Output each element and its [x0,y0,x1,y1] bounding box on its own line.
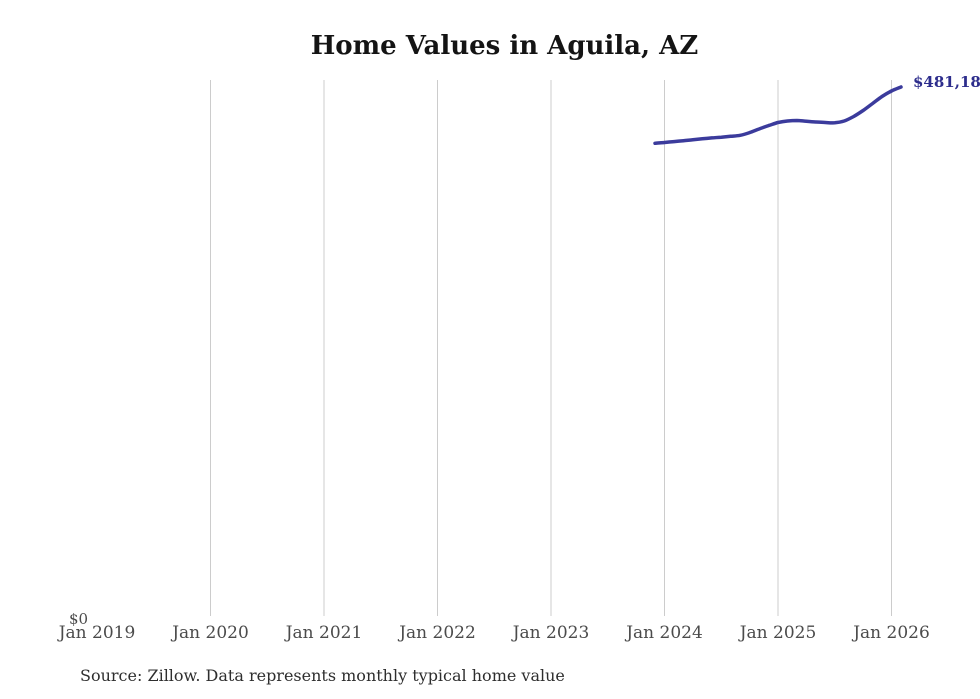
chart-title: Home Values in Aguila, AZ [310,31,699,61]
x-tick-label: Jan 2019 [58,623,136,643]
gridlines [210,80,892,616]
x-tick-label: Jan 2020 [172,623,249,643]
x-tick-label: Jan 2024 [626,623,703,643]
x-tick-label: Jan 2023 [512,623,590,643]
home-value-line [653,85,903,146]
source-note: Source: Zillow. Data represents monthly … [80,666,565,685]
y-axis-zero-label: $0 [69,610,89,628]
x-tick-label: Jan 2025 [739,623,817,643]
x-tick-label: Jan 2026 [853,623,930,643]
latest-value-label: $481,188 [913,73,980,91]
x-tick-label: Jan 2021 [285,623,363,643]
x-tick-label: Jan 2022 [399,623,476,643]
